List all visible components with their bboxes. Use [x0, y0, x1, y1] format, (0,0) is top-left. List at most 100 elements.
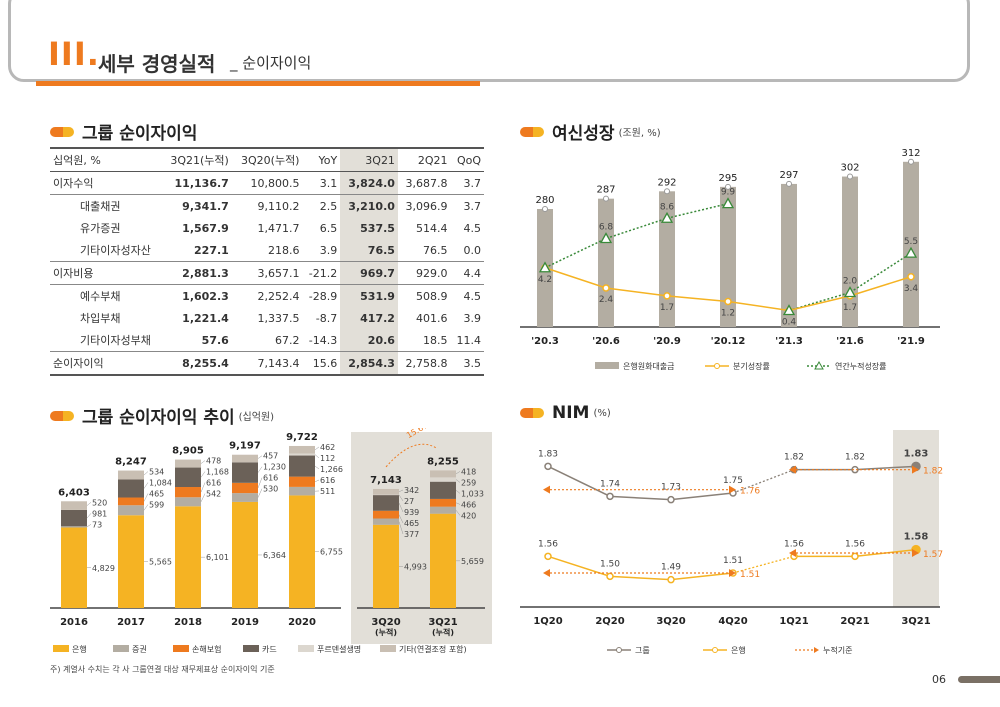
x-tick-label: '21.3 [775, 336, 803, 347]
stacked-bar-segment [175, 497, 201, 507]
label-leader [143, 504, 149, 511]
row-label: 이자비용 [50, 261, 164, 285]
bank-nim-point [667, 575, 675, 584]
stacked-bar-segment [373, 510, 399, 519]
quarterly-growth-label: 0.4 [782, 318, 797, 328]
table-cell: 8,255.4 [163, 351, 232, 376]
table-cell: 0.0 [463, 243, 482, 257]
stacked-bar-segment [289, 495, 315, 608]
table-cell: -28.9 [302, 284, 341, 307]
legend-label: 은행 [731, 645, 746, 655]
segment-value-label: 465 [149, 490, 164, 499]
bar-top-marker [542, 206, 548, 212]
table-cell: 514.4 [416, 221, 448, 235]
table-cell: 57.6 [201, 333, 229, 347]
table-cell: 2,881.3 [163, 261, 232, 285]
net-interest-income-table: 십억원, % 3Q21(누적) 3Q20(누적) YoY 3Q21 2Q21 QoQ 이자수… [50, 147, 484, 376]
label-leader [398, 494, 404, 502]
stacked-bar-segment [430, 513, 456, 608]
legend-label: 기타(연결조정 포함) [399, 644, 467, 654]
label-leader [455, 479, 461, 483]
x-tick-label: 3Q21 [428, 617, 457, 628]
bar-total-label: 9,722 [286, 432, 318, 443]
bar-total-label: 9,197 [229, 441, 261, 452]
loan-bar [720, 186, 736, 327]
quarterly-growth-label: 3.4 [904, 284, 919, 294]
segment-value-label: 616 [320, 476, 335, 485]
stacked-bar-segment [430, 470, 456, 478]
segment-value-label: 6,364 [263, 551, 286, 560]
table-cell: 969.7 [340, 261, 398, 285]
annual-growth-point [782, 304, 796, 316]
table-header-cell: 3Q21 [340, 147, 398, 172]
table-row: 이자수익 11,136.7 10,800.5 3.1 3,824.0 3,687.8 3.7 [50, 171, 484, 195]
table-header-cell: 2Q21 [397, 147, 451, 172]
table-cell: 15.6 [302, 351, 341, 376]
loan-bar [659, 191, 675, 327]
stacked-bar-segment [430, 498, 456, 507]
label-leader [314, 479, 320, 482]
table-cell: 3.7 [450, 194, 484, 217]
label-leader [398, 514, 404, 524]
segment-value-label: 599 [149, 501, 164, 510]
section-unit: (십억원) [238, 412, 275, 423]
bar-top-marker [847, 173, 853, 180]
segment-value-label: 530 [263, 485, 278, 494]
section-header-loans: 여신성장 (조원, %) [520, 119, 661, 144]
table-row: 이자비용 2,881.3 3,657.1 -21.2 969.7 929.0 4.4 [50, 261, 484, 285]
nim-value-label: 1.56 [845, 539, 865, 549]
segment-value-label: 6,755 [320, 548, 343, 557]
bar-value-label: 312 [901, 148, 920, 159]
stacked-bar-segment [118, 497, 144, 506]
legend-marker [814, 360, 824, 370]
bar-total-label: 7,143 [370, 475, 402, 486]
stacked-bar-segment [430, 481, 456, 499]
bank-nim-point [851, 552, 859, 561]
table-cell: 508.9 [397, 284, 451, 307]
segment-value-label: 5,659 [461, 557, 484, 566]
bank-nim-point [544, 552, 552, 561]
label-leader [257, 466, 263, 473]
bar-value-label: 292 [657, 177, 676, 188]
x-tick-label: 3Q20 [371, 617, 400, 628]
bar-total-label: 8,905 [172, 446, 204, 457]
nim-value-label: 1.56 [784, 539, 804, 549]
quarterly-growth-point [663, 292, 671, 300]
cumulative-marker [543, 485, 550, 494]
table-cell: 3.5 [450, 351, 484, 376]
quarterly-growth-point [907, 273, 915, 281]
table-cell: 3.9 [319, 243, 338, 257]
label-leader [398, 502, 404, 513]
legend-label: 연간누적성장률 [835, 361, 887, 371]
segment-value-label: 616 [206, 479, 221, 488]
quarterly-growth-label: 4.2 [538, 275, 552, 285]
legend-marker [714, 363, 720, 369]
annual-growth-point [538, 261, 552, 273]
stacked-bar-segment [61, 509, 87, 527]
label-leader [143, 471, 149, 476]
table-cell: 417.2 [340, 307, 398, 329]
stacked-bar-segment [175, 459, 201, 468]
quarterly-growth-point [724, 297, 732, 306]
segment-value-label: 534 [149, 468, 164, 477]
x-tick-label: 1Q21 [779, 616, 808, 627]
section-unit: (%) [593, 407, 611, 419]
segment-value-label: 616 [263, 474, 278, 483]
segment-value-label: 542 [206, 490, 221, 499]
x-tick-label: 3Q20 [656, 616, 685, 627]
stacked-bar-segment [118, 470, 144, 480]
table-header-cell: 3Q20(누적) [231, 147, 303, 172]
table-cell: 2,854.3 [340, 351, 398, 376]
x-tick-label: '20.12 [711, 336, 746, 347]
legend-marker [712, 647, 718, 653]
stacked-bar-segment [232, 482, 258, 494]
stacked-bar-segment [118, 479, 144, 498]
nim-value-label: 1.82 [845, 453, 865, 463]
nim-value-label: 1.83 [904, 448, 929, 459]
annual-growth-label: 9.9 [721, 188, 736, 198]
section-title: NIM [552, 403, 590, 423]
label-leader [86, 513, 92, 519]
stacked-bar-segment [373, 524, 399, 608]
table-cell: 10,800.5 [231, 171, 303, 195]
nim-value-label: 1.58 [904, 532, 929, 543]
